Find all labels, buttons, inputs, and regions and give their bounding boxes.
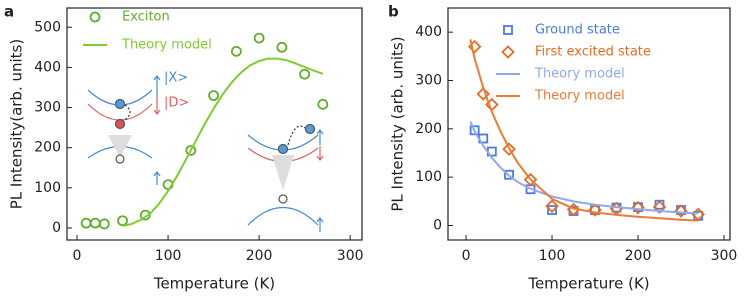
marker — [208, 90, 219, 101]
inset-diagram — [87, 75, 324, 232]
axes-box — [447, 7, 731, 241]
legend-swatch — [501, 45, 515, 59]
x-tick-label: 200 — [246, 248, 273, 264]
marker — [80, 217, 92, 229]
marker — [631, 200, 645, 215]
marker — [317, 98, 329, 110]
x-tick-label: 300 — [337, 248, 364, 264]
marker — [588, 203, 602, 217]
y-tick-label: 300 — [415, 73, 442, 89]
x-axis-label: Temperature (K) — [527, 275, 649, 293]
y-tick-label: 100 — [34, 180, 61, 196]
y-tick-label: 100 — [415, 169, 442, 185]
x-tick-label: 300 — [711, 248, 738, 264]
theory-line — [469, 121, 699, 215]
y-axis-label: PL Intensity (arb. units) — [389, 36, 407, 211]
panel-label: b — [388, 3, 399, 21]
y-tick-label: 200 — [415, 121, 442, 137]
theory-line — [469, 39, 699, 222]
y-tick-label: 0 — [433, 218, 442, 234]
marker — [504, 169, 514, 180]
legend-label: Theory model — [534, 67, 625, 82]
annotation: |X> — [164, 71, 188, 86]
legend-label: Theory model — [534, 89, 625, 104]
legend-swatch — [89, 11, 101, 23]
x-tick-label: 0 — [73, 248, 82, 264]
marker — [545, 199, 559, 213]
x-tick-label: 200 — [625, 248, 652, 264]
marker — [253, 32, 265, 44]
y-tick-label: 200 — [34, 140, 61, 156]
marker — [476, 87, 491, 101]
marker — [230, 45, 242, 57]
marker — [98, 218, 110, 230]
y-tick-label: 500 — [34, 19, 61, 35]
legend-swatch — [503, 25, 513, 35]
y-tick-label: 300 — [34, 100, 61, 116]
axes-box — [66, 7, 363, 241]
y-tick-label: 400 — [415, 24, 442, 40]
marker — [89, 217, 101, 229]
marker — [652, 200, 667, 214]
theory-line — [122, 57, 324, 227]
y-axis-label: PL Intensity(arb. units) — [8, 39, 26, 209]
legend-label: Theory model — [121, 38, 212, 53]
x-tick-label: 0 — [462, 248, 471, 264]
x-tick-label: 100 — [539, 248, 566, 264]
legend-label: Ground state — [535, 23, 620, 38]
legend-label: First excited state — [535, 45, 651, 60]
marker — [547, 205, 557, 215]
marker — [469, 125, 480, 136]
marker — [523, 172, 538, 187]
annotation: |D> — [164, 96, 189, 111]
marker — [185, 145, 197, 156]
legend-label: Exciton — [122, 10, 170, 25]
marker — [276, 41, 288, 53]
marker — [299, 68, 311, 80]
marker — [590, 205, 600, 215]
y-tick-label: 0 — [52, 220, 61, 236]
marker — [117, 215, 128, 227]
x-axis-label: Temperature (K) — [153, 275, 275, 293]
panel-label: a — [4, 3, 14, 21]
marker — [674, 204, 688, 218]
x-tick-label: 100 — [155, 248, 182, 264]
marker — [502, 142, 516, 156]
y-tick-label: 400 — [34, 59, 61, 75]
